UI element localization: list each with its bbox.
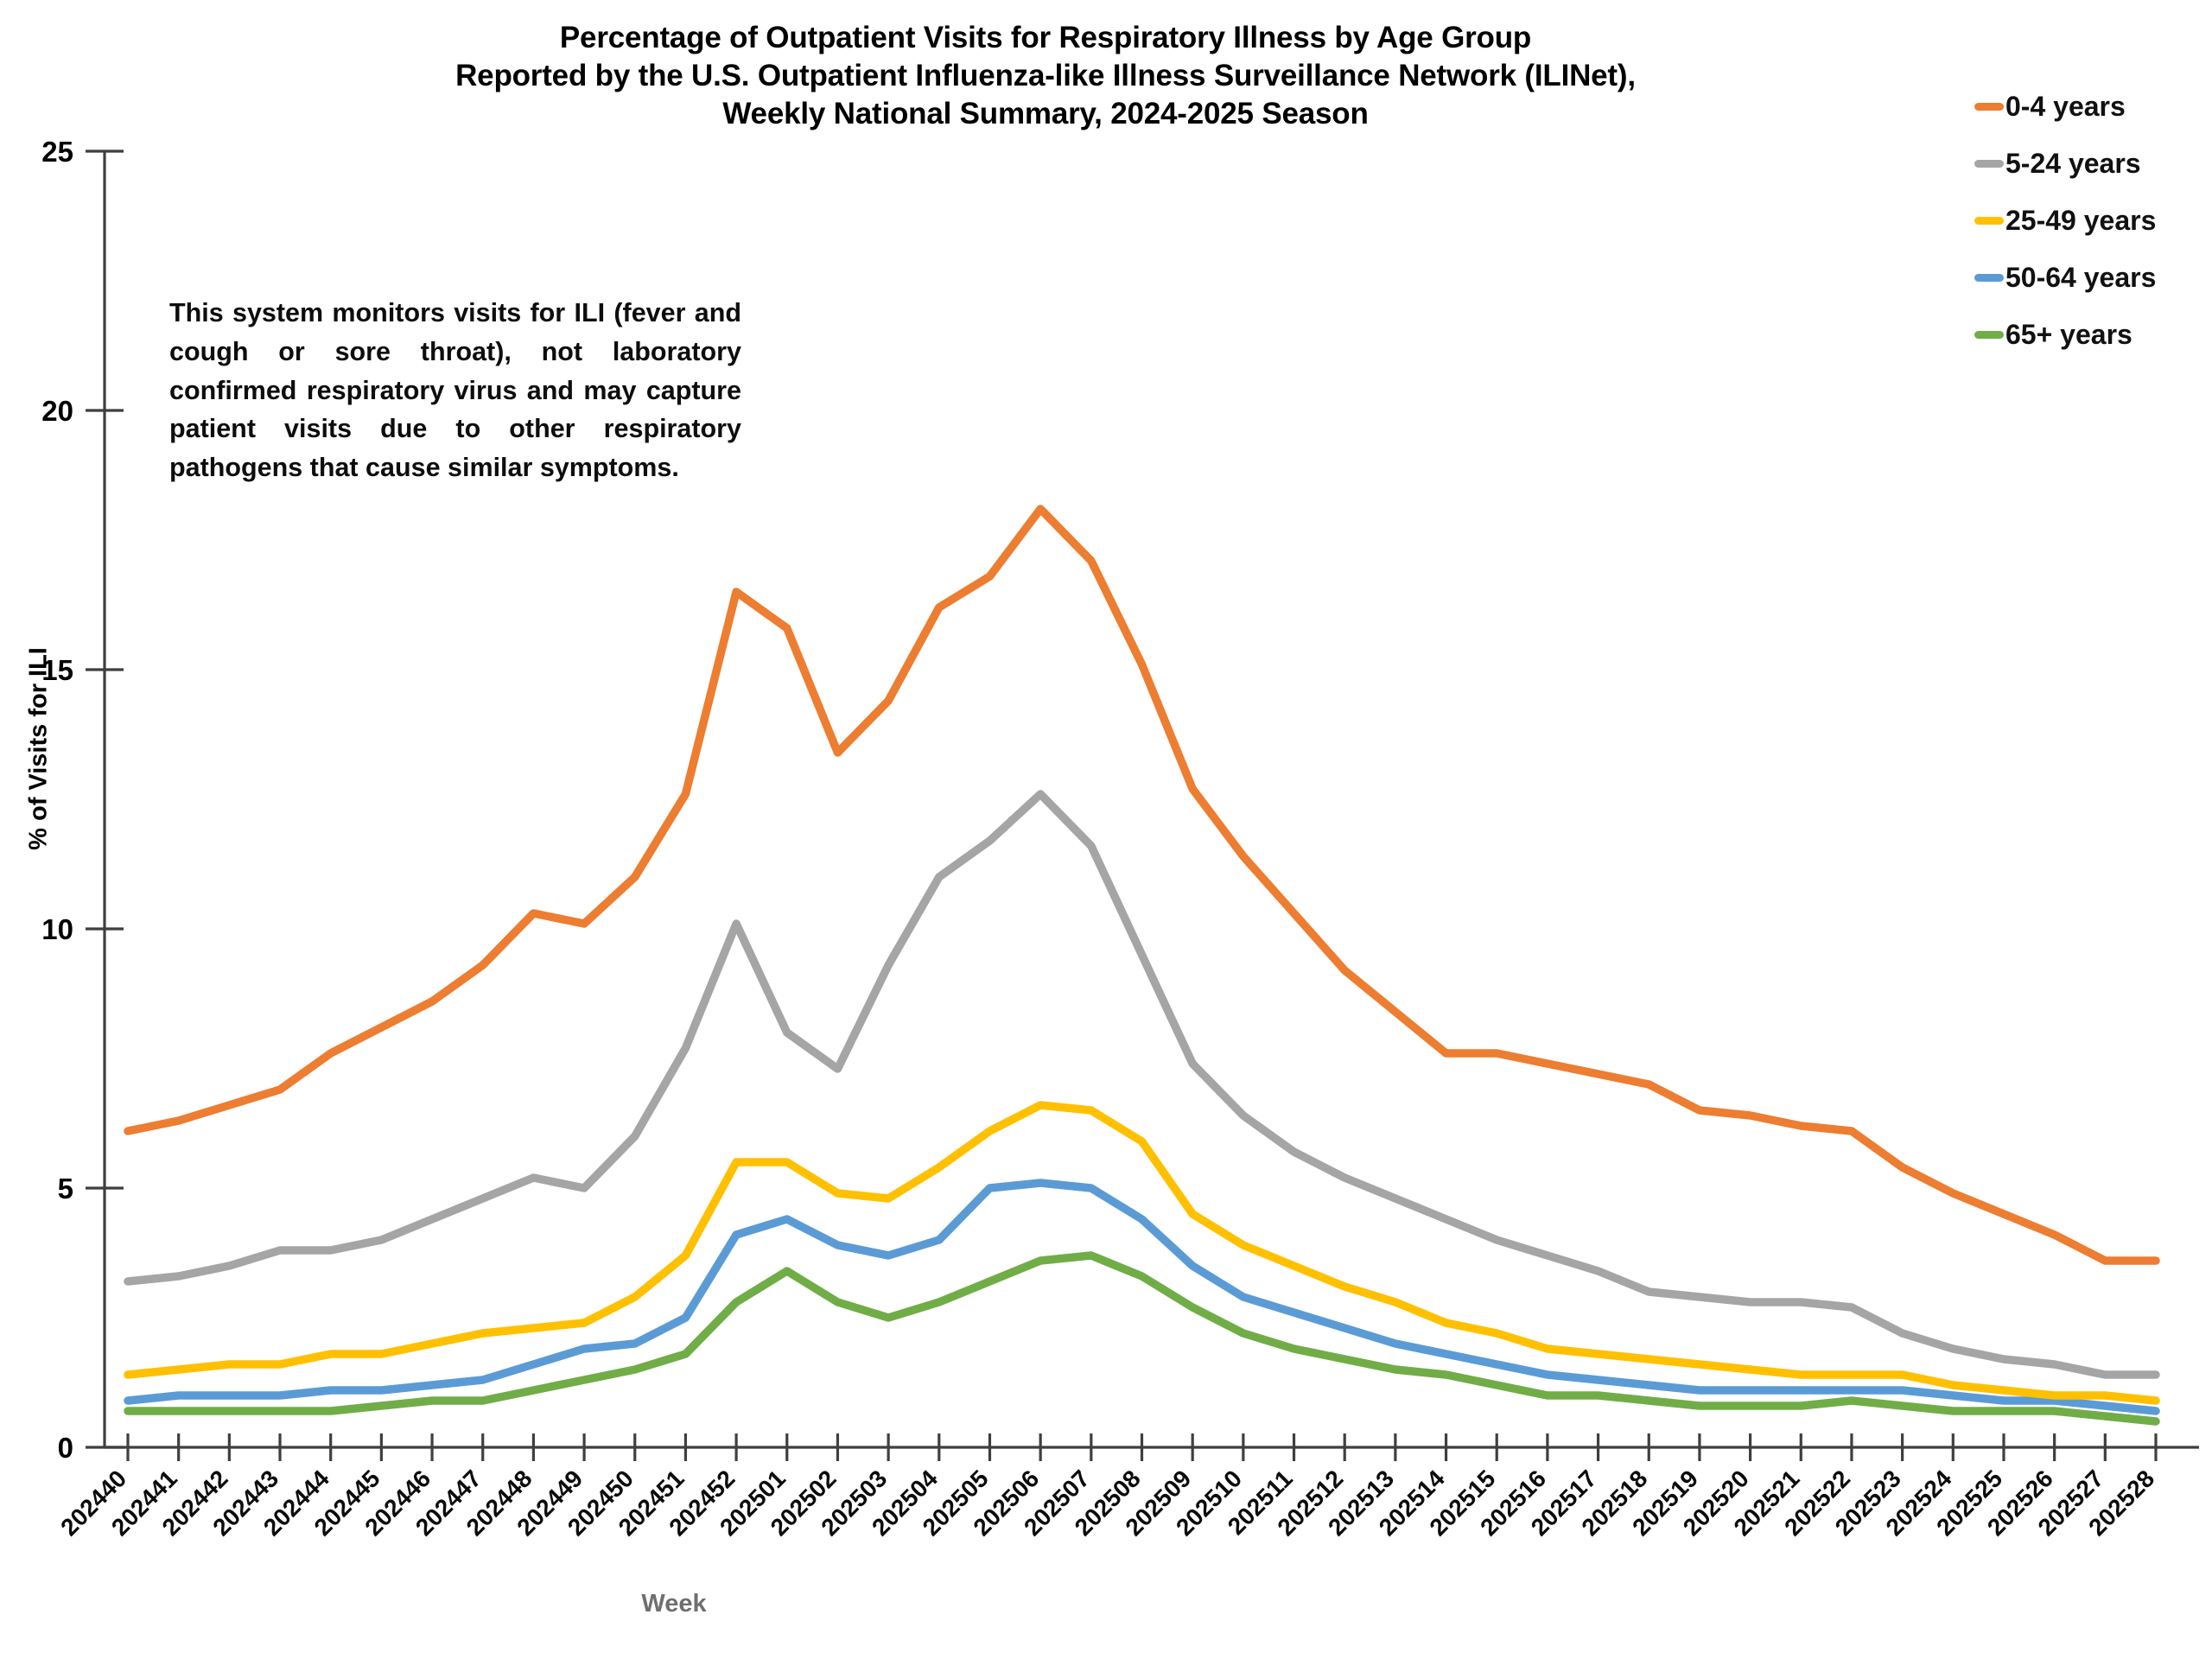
series-line-65-years — [124, 1251, 2160, 1426]
note-line-1: This system monitors visits for ILI — [169, 298, 606, 327]
chart-title-line-3: Weekly National Summary, 2024-2025 Seaso… — [722, 97, 1369, 131]
chart-title-line-2: Reported by the U.S. Outpatient Influenz… — [455, 59, 1636, 93]
note-line-2: (fever and cough or sore throat), — [169, 298, 741, 366]
chart-legend: 0-4 years 5-24 years 25-49 years 50-64 year… — [1974, 78, 2212, 363]
note-line-7: similar symptoms. — [448, 453, 679, 483]
series-line-0-4-years — [124, 505, 2160, 1265]
legend-swatch-icon — [1974, 273, 2004, 282]
series-line-25-49-years — [124, 1101, 2160, 1405]
y-axis-tick-label: 0 — [58, 1432, 73, 1464]
chart-title-line-1: Percentage of Outpatient Visits for Resp… — [559, 21, 1532, 54]
legend-swatch-icon — [1974, 102, 2004, 111]
legend-item-label: 25-49 years — [2005, 204, 2157, 236]
legend-item[interactable]: 65+ years — [1974, 306, 2212, 363]
y-axis-tick-label: 5 — [58, 1173, 73, 1205]
y-axis-tick-label: 15 — [41, 654, 73, 686]
note-line-5: patient visits due to other — [169, 414, 575, 444]
legend-item[interactable]: 0-4 years — [1974, 78, 2212, 135]
legend-item[interactable]: 50-64 years — [1974, 249, 2212, 306]
legend-swatch-icon — [1974, 159, 2004, 168]
legend-item[interactable]: 5-24 years — [1974, 135, 2212, 192]
series-line-5-24-years — [124, 790, 2160, 1379]
chart-title: Percentage of Outpatient Visits for Resp… — [233, 19, 1858, 133]
x-axis-label-text: Week — [641, 1590, 707, 1618]
legend-swatch-icon — [1974, 216, 2004, 225]
legend-item-label: 0-4 years — [2005, 90, 2126, 122]
series-line-50-64-years — [124, 1179, 2160, 1415]
y-axis-tick-label: 20 — [41, 395, 73, 427]
annotation-note: This system monitors visits for ILI (fev… — [169, 294, 741, 487]
legend-item-label: 50-64 years — [2005, 261, 2157, 293]
x-axis-label: Week — [0, 1590, 2212, 1618]
legend-item[interactable]: 25-49 years — [1974, 192, 2212, 249]
note-line-3: not laboratory confirmed — [169, 336, 741, 405]
legend-item-label: 65+ years — [2005, 318, 2133, 350]
y-axis-tick-label: 25 — [41, 136, 73, 168]
legend-swatch-icon — [1974, 330, 2004, 339]
note-line-4: respiratory virus and may capture — [306, 375, 741, 405]
y-axis-tick-label: 10 — [41, 913, 73, 945]
note-line-6: respiratory pathogens that cause — [169, 414, 742, 483]
legend-item-label: 5-24 years — [2005, 147, 2141, 179]
